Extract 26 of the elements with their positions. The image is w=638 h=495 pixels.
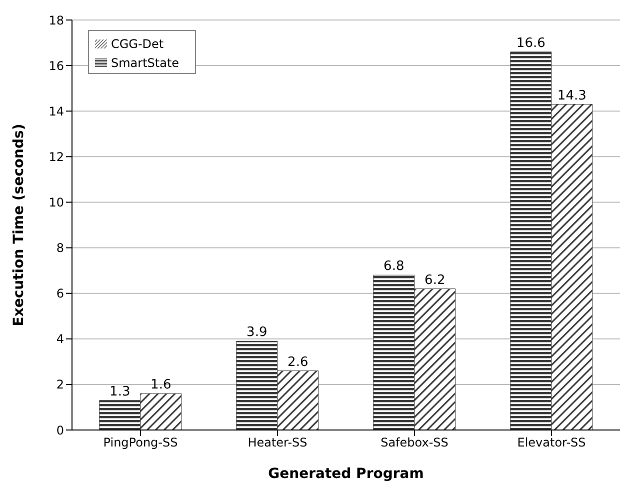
- x-axis-title: Generated Program: [268, 466, 424, 482]
- data-label: 16.6: [516, 36, 546, 51]
- legend-label: CGG-Det: [111, 37, 164, 51]
- y-tick-label: 18: [48, 13, 64, 28]
- y-axis-title: Execution Time (seconds): [10, 124, 27, 326]
- data-label: 6.2: [424, 272, 446, 288]
- y-tick-label: 16: [48, 58, 64, 73]
- y-tick-label: 14: [48, 104, 64, 118]
- x-tick-label: Heater-SS: [248, 436, 308, 450]
- y-tick-label: 12: [48, 150, 64, 164]
- y-tick-label: 2: [56, 378, 64, 392]
- y-tick-label: 4: [56, 332, 64, 346]
- data-label: 3.9: [246, 325, 268, 340]
- data-label: 6.8: [384, 259, 404, 274]
- x-tick-label: PingPong-SS: [103, 436, 178, 450]
- x-tick-label: Safebox-SS: [380, 436, 448, 450]
- data-label: 1.3: [110, 384, 130, 400]
- x-tick-label: Elevator-SS: [517, 436, 586, 450]
- y-tick-label: 6: [56, 286, 64, 301]
- data-label: 14.3: [557, 88, 586, 104]
- data-label: 1.6: [150, 378, 172, 393]
- y-tick-label: 10: [48, 195, 64, 210]
- legend-label: SmartState: [111, 56, 180, 70]
- data-label: 2.6: [288, 354, 308, 370]
- y-tick-label: 8: [56, 241, 64, 256]
- y-tick-label: 0: [56, 423, 64, 438]
